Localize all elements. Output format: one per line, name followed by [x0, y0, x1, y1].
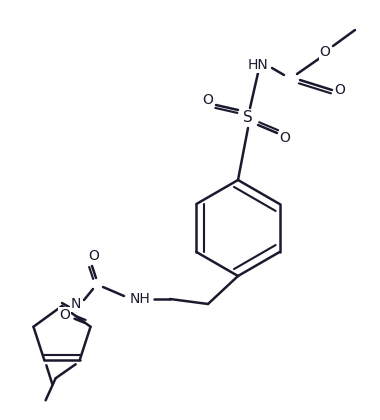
Text: O: O [320, 45, 331, 59]
Text: HN: HN [248, 58, 268, 72]
Text: O: O [59, 308, 70, 322]
Text: O: O [89, 249, 100, 263]
Text: NH: NH [130, 292, 150, 306]
Text: O: O [203, 93, 214, 107]
Text: N: N [71, 297, 81, 311]
Text: S: S [243, 110, 253, 126]
Text: O: O [334, 83, 345, 97]
Text: O: O [280, 131, 290, 145]
